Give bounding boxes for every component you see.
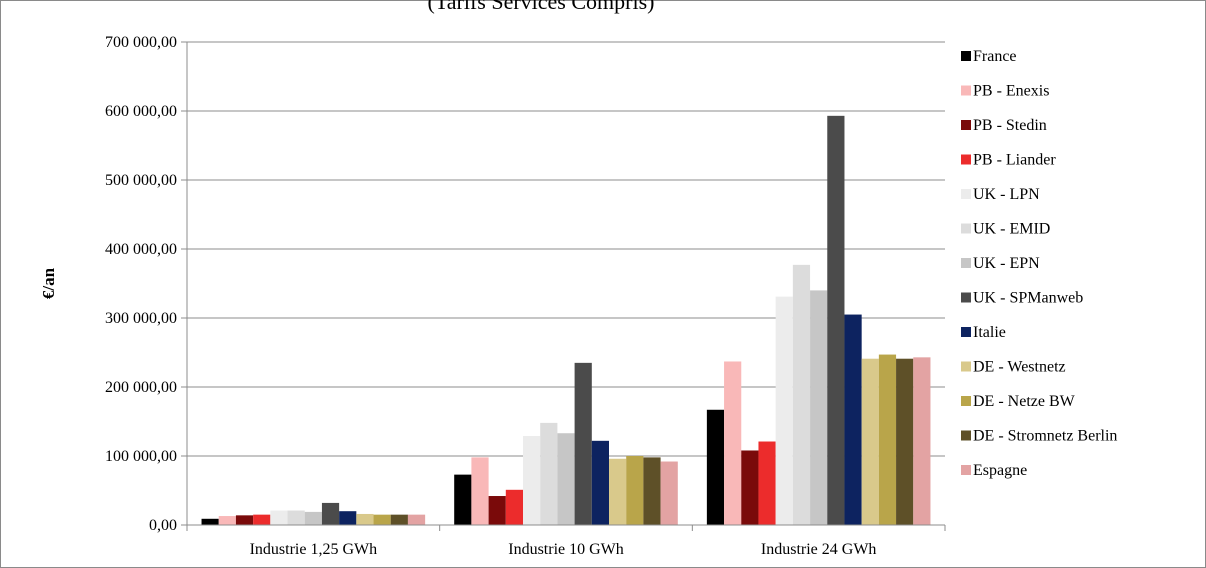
legend-label: Italie [973, 324, 1006, 341]
legend-swatch [961, 292, 971, 303]
legend: France PB - Enexis PB - Stedin PB - Liander… [961, 48, 1117, 479]
legend-label: France [973, 48, 1017, 65]
bars [201, 115, 931, 525]
legend-label: UK - EMID [973, 221, 1050, 238]
bar [373, 514, 391, 525]
legend-label: PB - Liander [973, 152, 1056, 169]
bar [304, 511, 322, 525]
bar [454, 474, 472, 525]
legend-label: UK - SPManweb [973, 290, 1083, 307]
y-tick-label: 500 000,00 [105, 172, 177, 189]
bar [356, 513, 374, 525]
bar [827, 115, 845, 525]
bar [523, 435, 541, 525]
bar [810, 290, 828, 525]
bar [488, 496, 506, 525]
bar [591, 440, 609, 525]
bar [201, 518, 219, 525]
bar [218, 516, 236, 525]
bar [270, 510, 288, 525]
bar [643, 457, 661, 525]
bar [706, 409, 725, 525]
legend-label: Espagne [973, 462, 1027, 479]
bar [861, 358, 879, 525]
bar [878, 354, 897, 525]
category-label: Industrie 1,25 GWh [250, 541, 378, 558]
bar [390, 514, 408, 525]
bar [471, 457, 489, 525]
legend-swatch [961, 430, 971, 441]
legend-label: UK - LPN [973, 186, 1040, 203]
y-tick-label: 400 000,00 [105, 241, 177, 258]
y-axis-title: €/an [39, 267, 58, 299]
bar [287, 510, 305, 525]
y-tick-label: 600 000,00 [105, 103, 177, 120]
legend-swatch [961, 465, 971, 475]
legend-label: DE - Westnetz [973, 359, 1066, 376]
bar [609, 458, 627, 525]
legend-swatch [961, 189, 971, 199]
legend-label: PB - Stedin [973, 117, 1047, 134]
bar [913, 357, 931, 525]
legend-label: UK - EPN [973, 255, 1040, 272]
bar [792, 264, 811, 525]
bar [724, 361, 742, 525]
bar [844, 314, 862, 525]
y-tick-label: 0,00 [149, 517, 177, 534]
legend-swatch [961, 223, 971, 234]
category-label: Industrie 24 GWh [761, 541, 877, 558]
bar [574, 362, 592, 525]
legend-swatch [961, 396, 971, 406]
bar [253, 514, 271, 525]
bar [758, 441, 776, 525]
legend-swatch [961, 154, 971, 165]
axes [186, 42, 946, 531]
bar [626, 456, 644, 525]
legend-swatch [961, 258, 971, 268]
bar [557, 433, 575, 525]
legend-swatch [961, 51, 971, 61]
bar [896, 358, 914, 525]
bar [339, 511, 357, 525]
bar [775, 296, 793, 525]
y-tick-labels: 0,00 100 000,00 200 000,00 300 000,00 400 00… [105, 34, 177, 534]
category-labels: Industrie 1,25 GWh Industrie 10 GWh Indust… [250, 541, 877, 558]
legend-label: PB - Enexis [973, 83, 1049, 100]
bar [407, 514, 426, 525]
y-tick-label: 700 000,00 [105, 34, 177, 51]
category-label: Industrie 10 GWh [508, 541, 624, 558]
y-tick-label: 100 000,00 [105, 448, 177, 465]
legend-swatch [961, 361, 971, 372]
legend-swatch [961, 85, 971, 96]
bar [540, 422, 558, 525]
bar [741, 450, 759, 525]
bar [235, 515, 254, 525]
legend-label: DE - Stromnetz Berlin [973, 428, 1117, 445]
bar [321, 502, 340, 525]
y-tick-label: 300 000,00 [105, 310, 177, 327]
legend-swatch [961, 120, 971, 130]
bar [660, 461, 678, 525]
bar [505, 489, 523, 525]
chart-title: (Tarifs Services Compris) [427, 0, 655, 14]
y-tick-label: 200 000,00 [105, 379, 177, 396]
legend-label: DE - Netze BW [973, 393, 1076, 410]
legend-swatch [961, 327, 971, 337]
